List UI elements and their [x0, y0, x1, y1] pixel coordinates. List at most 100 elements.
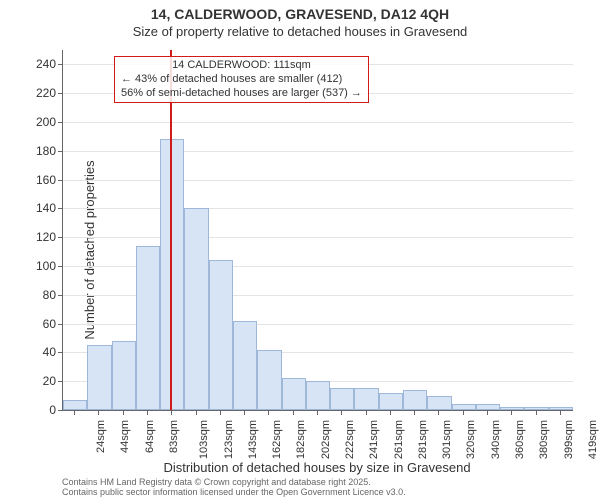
y-tick-mark: [58, 410, 62, 411]
x-tick-label: 64sqm: [144, 420, 156, 453]
y-tick-mark: [58, 266, 62, 267]
x-tick-mark: [74, 411, 75, 415]
x-tick-label: 24sqm: [95, 420, 107, 453]
x-tick-mark: [438, 411, 439, 415]
x-tick-label: 143sqm: [247, 420, 259, 459]
plot-area: 14 CALDERWOOD: 111sqm← 43% of detached h…: [62, 50, 573, 411]
x-tick-label: 123sqm: [223, 420, 235, 459]
y-tick-label: 0: [16, 403, 56, 417]
y-tick-mark: [58, 64, 62, 65]
histogram-bar: [233, 321, 257, 410]
x-tick-mark: [147, 411, 148, 415]
histogram-bar: [330, 388, 354, 410]
histogram-bar: [500, 407, 524, 410]
y-tick-mark: [58, 93, 62, 94]
y-tick-label: 20: [16, 374, 56, 388]
x-tick-mark: [244, 411, 245, 415]
chart-footer: Contains HM Land Registry data © Crown c…: [62, 478, 406, 498]
y-tick-label: 180: [16, 144, 56, 158]
y-tick-mark: [58, 151, 62, 152]
gridline: [63, 151, 573, 152]
x-tick-label: 241sqm: [368, 420, 380, 459]
x-tick-mark: [220, 411, 221, 415]
x-tick-label: 222sqm: [344, 420, 356, 459]
histogram-bar: [87, 345, 111, 410]
histogram-bar: [354, 388, 378, 410]
y-tick-label: 80: [16, 288, 56, 302]
histogram-bar: [160, 139, 184, 410]
y-tick-label: 120: [16, 230, 56, 244]
x-tick-mark: [123, 411, 124, 415]
x-tick-label: 399sqm: [563, 420, 575, 459]
x-tick-mark: [98, 411, 99, 415]
histogram-bar: [524, 407, 548, 410]
histogram-bar: [403, 390, 427, 410]
y-tick-label: 220: [16, 86, 56, 100]
x-tick-mark: [293, 411, 294, 415]
y-tick-mark: [58, 208, 62, 209]
y-tick-label: 200: [16, 115, 56, 129]
y-tick-mark: [58, 122, 62, 123]
footer-line-2: Contains public sector information licen…: [62, 488, 406, 498]
histogram-bar: [282, 378, 306, 410]
annotation-box: 14 CALDERWOOD: 111sqm← 43% of detached h…: [114, 56, 369, 103]
x-tick-mark: [268, 411, 269, 415]
property-size-chart: 14, CALDERWOOD, GRAVESEND, DA12 4QH Size…: [0, 0, 600, 500]
y-tick-mark: [58, 352, 62, 353]
x-tick-label: 419sqm: [587, 420, 599, 459]
x-tick-mark: [536, 411, 537, 415]
x-tick-label: 182sqm: [296, 420, 308, 459]
y-tick-label: 140: [16, 201, 56, 215]
x-tick-mark: [317, 411, 318, 415]
x-tick-label: 103sqm: [198, 420, 210, 459]
x-tick-label: 261sqm: [393, 420, 405, 459]
x-tick-mark: [196, 411, 197, 415]
y-tick-label: 240: [16, 57, 56, 71]
y-tick-mark: [58, 237, 62, 238]
x-tick-mark: [560, 411, 561, 415]
y-tick-label: 100: [16, 259, 56, 273]
chart-title: 14, CALDERWOOD, GRAVESEND, DA12 4QH: [0, 6, 600, 22]
x-tick-mark: [414, 411, 415, 415]
y-tick-mark: [58, 180, 62, 181]
annotation-line: 14 CALDERWOOD: 111sqm: [121, 59, 362, 73]
x-axis-label: Distribution of detached houses by size …: [62, 460, 572, 475]
histogram-bar: [306, 381, 330, 410]
x-tick-label: 202sqm: [320, 420, 332, 459]
chart-subtitle: Size of property relative to detached ho…: [0, 24, 600, 39]
histogram-bar: [112, 341, 136, 410]
x-tick-label: 83sqm: [168, 420, 180, 453]
histogram-bar: [63, 400, 87, 410]
y-tick-label: 60: [16, 317, 56, 331]
y-tick-label: 160: [16, 173, 56, 187]
x-tick-mark: [171, 411, 172, 415]
histogram-bar: [549, 407, 573, 410]
x-tick-label: 44sqm: [119, 420, 131, 453]
reference-line: [170, 50, 172, 410]
x-tick-label: 320sqm: [466, 420, 478, 459]
annotation-line: ← 43% of detached houses are smaller (41…: [121, 73, 362, 87]
gridline: [63, 237, 573, 238]
x-tick-mark: [366, 411, 367, 415]
x-tick-label: 340sqm: [490, 420, 502, 459]
histogram-bar: [427, 396, 451, 410]
histogram-bar: [136, 246, 160, 410]
y-tick-label: 40: [16, 345, 56, 359]
y-tick-mark: [58, 295, 62, 296]
y-tick-mark: [58, 381, 62, 382]
x-tick-label: 360sqm: [514, 420, 526, 459]
histogram-bar: [257, 350, 281, 410]
histogram-bar: [209, 260, 233, 410]
x-tick-label: 380sqm: [538, 420, 550, 459]
x-tick-mark: [487, 411, 488, 415]
gridline: [63, 180, 573, 181]
x-tick-label: 162sqm: [271, 420, 283, 459]
annotation-line: 56% of semi-detached houses are larger (…: [121, 87, 362, 101]
x-tick-mark: [511, 411, 512, 415]
x-tick-label: 281sqm: [417, 420, 429, 459]
x-tick-label: 301sqm: [441, 420, 453, 459]
histogram-bar: [184, 208, 208, 410]
histogram-bar: [452, 404, 476, 410]
y-tick-mark: [58, 324, 62, 325]
histogram-bar: [379, 393, 403, 410]
